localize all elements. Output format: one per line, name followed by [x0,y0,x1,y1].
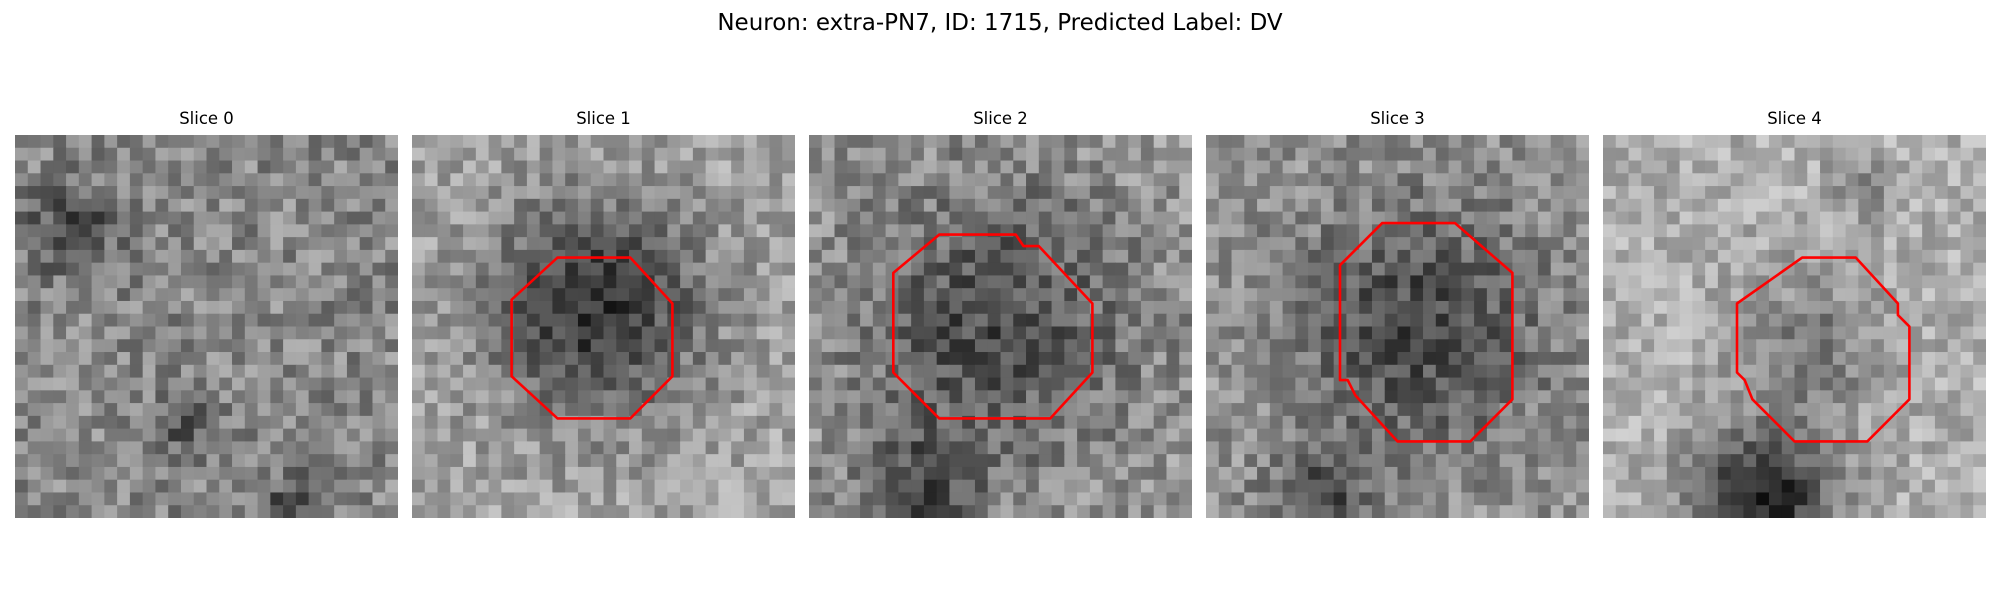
slice-pixels [809,135,1192,518]
slice-image-4 [1603,135,1986,518]
slice-pixels [1603,135,1986,518]
slice-image-3 [1206,135,1589,518]
slice-image-2 [809,135,1192,518]
slice-image-0 [15,135,398,518]
slice-pixels [1206,135,1589,518]
roi-outline [1338,221,1514,443]
slice-title-0: Slice 0 [179,109,234,128]
slice-pixels [15,135,398,518]
slice-panel-2: Slice 2 [809,108,1192,518]
slice-panel-1: Slice 1 [412,108,795,518]
slice-image-1 [412,135,795,518]
slice-title-3: Slice 3 [1370,109,1425,128]
slice-title-4: Slice 4 [1767,109,1822,128]
figure-title: Neuron: extra-PN7, ID: 1715, Predicted L… [717,10,1283,36]
roi-outline [892,233,1094,420]
slice-panel-0: Slice 0 [15,108,398,518]
slice-pixels [412,135,795,518]
roi-outline [510,256,674,420]
roi-outline [1735,256,1911,443]
slice-title-1: Slice 1 [576,109,631,128]
slice-title-2: Slice 2 [973,109,1028,128]
slice-panel-4: Slice 4 [1603,108,1986,518]
slice-panel-3: Slice 3 [1206,108,1589,518]
